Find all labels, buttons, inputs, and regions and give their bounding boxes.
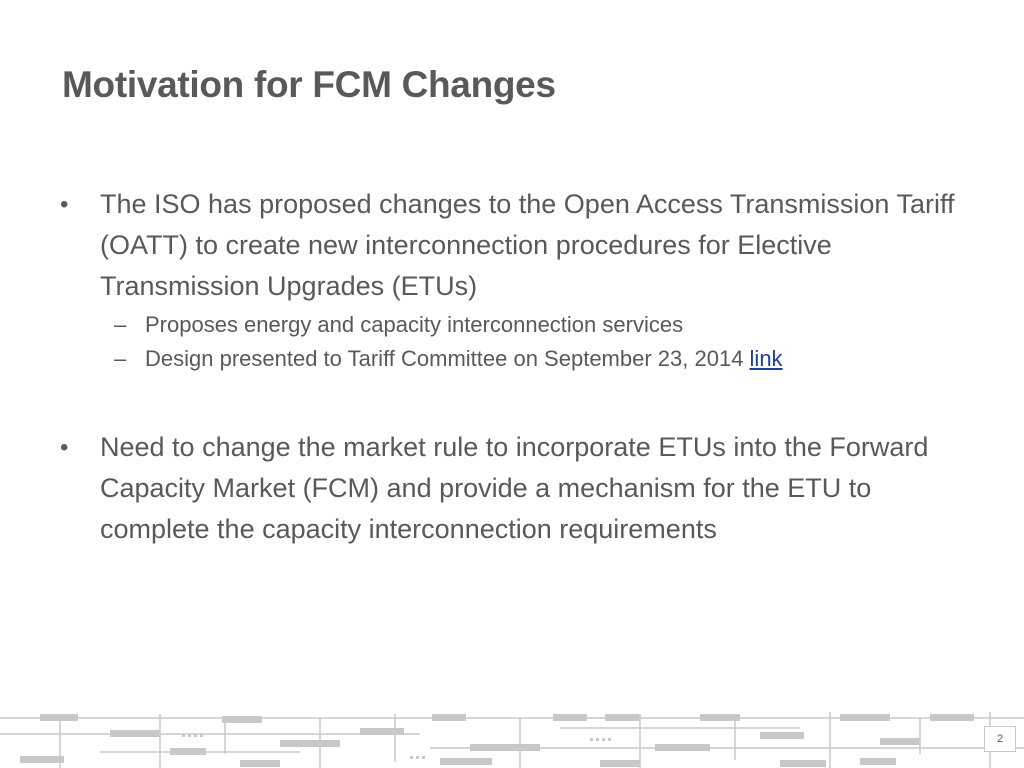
slide-title: Motivation for FCM Changes [62,64,556,105]
bullet-item-1: • The ISO has proposed changes to the Op… [60,184,980,307]
sub-bullet-item-1: – Proposes energy and capacity interconn… [114,310,684,340]
sub-bullet-text: Proposes energy and capacity interconnec… [145,312,684,337]
hyperlink[interactable]: link [749,346,783,371]
bullet-marker: • [60,191,69,218]
dash-marker: – [114,312,127,337]
sub-bullet-item-2: – Design presented to Tariff Committee on… [114,344,783,374]
circuit-decoration [0,712,1024,768]
bullet-text: Need to change the market rule to incorp… [100,432,929,544]
page-number: 2 [984,726,1016,752]
sub-bullet-text: Design presented to Tariff Committee on … [145,346,750,371]
dash-marker: – [114,346,127,371]
bullet-marker: • [60,434,69,461]
bullet-text: The ISO has proposed changes to the Open… [100,189,955,301]
bullet-item-2: • Need to change the market rule to inco… [60,427,980,550]
